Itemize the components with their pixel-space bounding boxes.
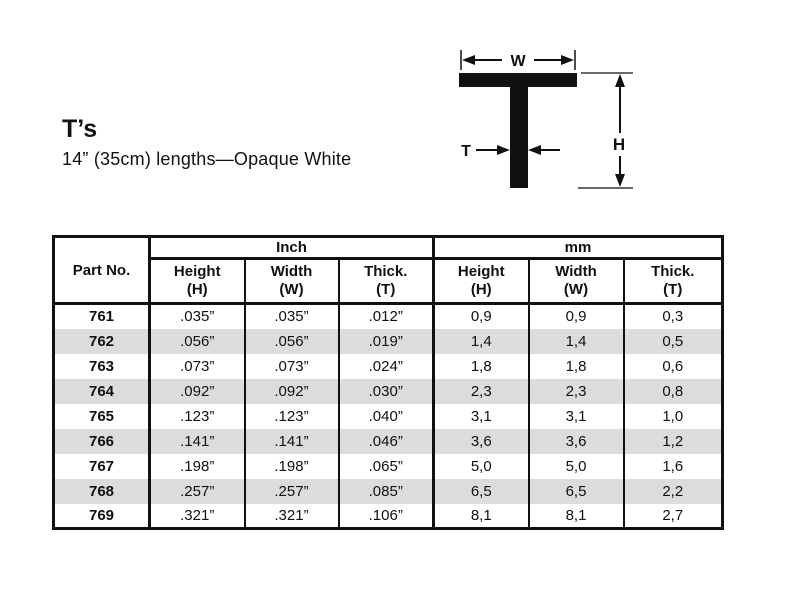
col-header-inch-thick: Thick. (T) — [338, 258, 435, 304]
mm-thick-cell: 0,8 — [662, 382, 684, 400]
mm-height-cell: 6,5 — [433, 478, 530, 504]
col-header-inch-width: Width (W) — [244, 258, 340, 304]
part-no-cell: 769 — [53, 503, 151, 529]
col-header-mm-thick: Thick. (T) — [651, 263, 695, 298]
table-row: 767 .198” .198” .065” 5,0 5,0 1,6 — [53, 453, 723, 479]
part-no-cell: 767 — [53, 453, 151, 479]
sub-header-row: Height (H) Width (W) Thick. (T) Height (… — [54, 258, 723, 304]
inch-width-cell: .092” — [244, 378, 340, 404]
inch-height-cell: .056” — [149, 328, 246, 354]
width-dimension-label: W — [510, 53, 526, 70]
mm-width-cell: 2,3 — [528, 378, 625, 404]
inch-width-cell: .123” — [244, 403, 340, 429]
mm-thick-cell: 1,0 — [662, 407, 684, 425]
mm-height-cell: 0,9 — [433, 303, 530, 329]
col-header-mm-width: Width (W) — [528, 258, 625, 304]
inch-thick-cell: .085” — [338, 478, 435, 504]
inch-thick-cell: .046” — [338, 428, 435, 454]
mm-height-cell: 3,1 — [433, 403, 530, 429]
specs-table: Part No. Inch mm Height (H) Width (W) Th… — [52, 235, 725, 530]
t-profile-shape — [459, 73, 577, 188]
col-header-inch-height: Height (H) — [149, 258, 246, 304]
mm-thick-cell: 2,2 — [662, 482, 684, 500]
inch-thick-cell: .106” — [338, 503, 435, 529]
mm-thick-cell: 0,5 — [662, 332, 684, 350]
mm-width-cell: 3,1 — [528, 403, 625, 429]
mm-width-cell: 6,5 — [528, 478, 625, 504]
group-header-row: Part No. Inch mm — [53, 236, 723, 305]
part-no-cell: 764 — [53, 378, 151, 404]
group-header-mm: mm — [433, 236, 723, 260]
table-row: 765 .123” .123” .040” 3,1 3,1 1,0 — [53, 403, 723, 429]
part-no-cell: 768 — [53, 478, 151, 504]
table-row: 764 .092” .092” .030” 2,3 2,3 0,8 — [53, 378, 723, 404]
inch-width-cell: .035” — [244, 303, 340, 329]
mm-width-cell: 5,0 — [528, 453, 625, 479]
inch-height-cell: .092” — [149, 378, 246, 404]
mm-width-cell: 1,8 — [528, 353, 625, 379]
inch-thick-cell: .040” — [338, 403, 435, 429]
table-row: 762 .056” .056” .019” 1,4 1,4 0,5 — [53, 328, 723, 354]
inch-width-cell: .257” — [244, 478, 340, 504]
col-header-mm-height: Height (H) — [433, 258, 530, 304]
inch-height-cell: .141” — [149, 428, 246, 454]
width-dimension: W — [460, 50, 576, 70]
mm-width-cell: 0,9 — [528, 303, 625, 329]
inch-width-cell: .141” — [244, 428, 340, 454]
mm-height-cell: 1,4 — [433, 328, 530, 354]
inch-height-cell: .035” — [149, 303, 246, 329]
inch-width-cell: .198” — [244, 453, 340, 479]
inch-width-cell: .321” — [244, 503, 340, 529]
mm-height-cell: 1,8 — [433, 353, 530, 379]
inch-thick-cell: .030” — [338, 378, 435, 404]
mm-width-cell: 8,1 — [528, 503, 625, 529]
inch-height-cell: .257” — [149, 478, 246, 504]
mm-height-cell: 2,3 — [433, 378, 530, 404]
thickness-dimension-label: T — [461, 143, 471, 160]
inch-width-cell: .056” — [244, 328, 340, 354]
mm-height-cell: 3,6 — [433, 428, 530, 454]
inch-width-cell: .073” — [244, 353, 340, 379]
mm-thick-cell: 0,6 — [662, 357, 684, 375]
inch-height-cell: .073” — [149, 353, 246, 379]
mm-width-cell: 1,4 — [528, 328, 625, 354]
thickness-dimension: T — [461, 143, 560, 160]
table-row: 761 .035” .035” .012” 0,9 0,9 0,3 — [53, 303, 723, 329]
table-row: 766 .141” .141” .046” 3,6 3,6 1,2 — [53, 428, 723, 454]
table-row: 769 .321” .321” .106” 8,1 8,1 2,7 — [53, 503, 723, 529]
mm-height-cell: 5,0 — [433, 453, 530, 479]
height-dimension: H — [578, 72, 633, 189]
page-title: T’s — [62, 115, 98, 143]
inch-height-cell: .198” — [149, 453, 246, 479]
table-row: 763 .073” .073” .024” 1,8 1,8 0,6 — [53, 353, 723, 379]
inch-thick-cell: .019” — [338, 328, 435, 354]
mm-width-cell: 3,6 — [528, 428, 625, 454]
part-no-cell: 763 — [53, 353, 151, 379]
col-header-part-no: Part No. — [53, 236, 151, 305]
inch-height-cell: .321” — [149, 503, 246, 529]
inch-thick-cell: .065” — [338, 453, 435, 479]
mm-height-cell: 8,1 — [433, 503, 530, 529]
t-profile-diagram: W H T — [459, 50, 633, 189]
part-no-cell: 765 — [53, 403, 151, 429]
table-row: 768 .257” .257” .085” 6,5 6,5 2,2 — [53, 478, 723, 504]
part-no-cell: 762 — [53, 328, 151, 354]
mm-thick-cell: 1,2 — [662, 432, 684, 450]
title-block: T’s 14” (35cm) lengths—Opaque White — [62, 115, 352, 170]
inch-thick-cell: .024” — [338, 353, 435, 379]
page-subtitle: 14” (35cm) lengths—Opaque White — [62, 148, 352, 169]
height-dimension-label: H — [613, 135, 625, 154]
inch-height-cell: .123” — [149, 403, 246, 429]
mm-thick-cell: 1,6 — [662, 457, 684, 475]
inch-thick-cell: .012” — [338, 303, 435, 329]
part-no-cell: 766 — [53, 428, 151, 454]
mm-thick-cell: 0,3 — [662, 308, 684, 326]
group-header-inch: Inch — [149, 236, 435, 260]
mm-thick-cell: 2,7 — [662, 506, 684, 524]
part-no-cell: 761 — [53, 303, 151, 329]
